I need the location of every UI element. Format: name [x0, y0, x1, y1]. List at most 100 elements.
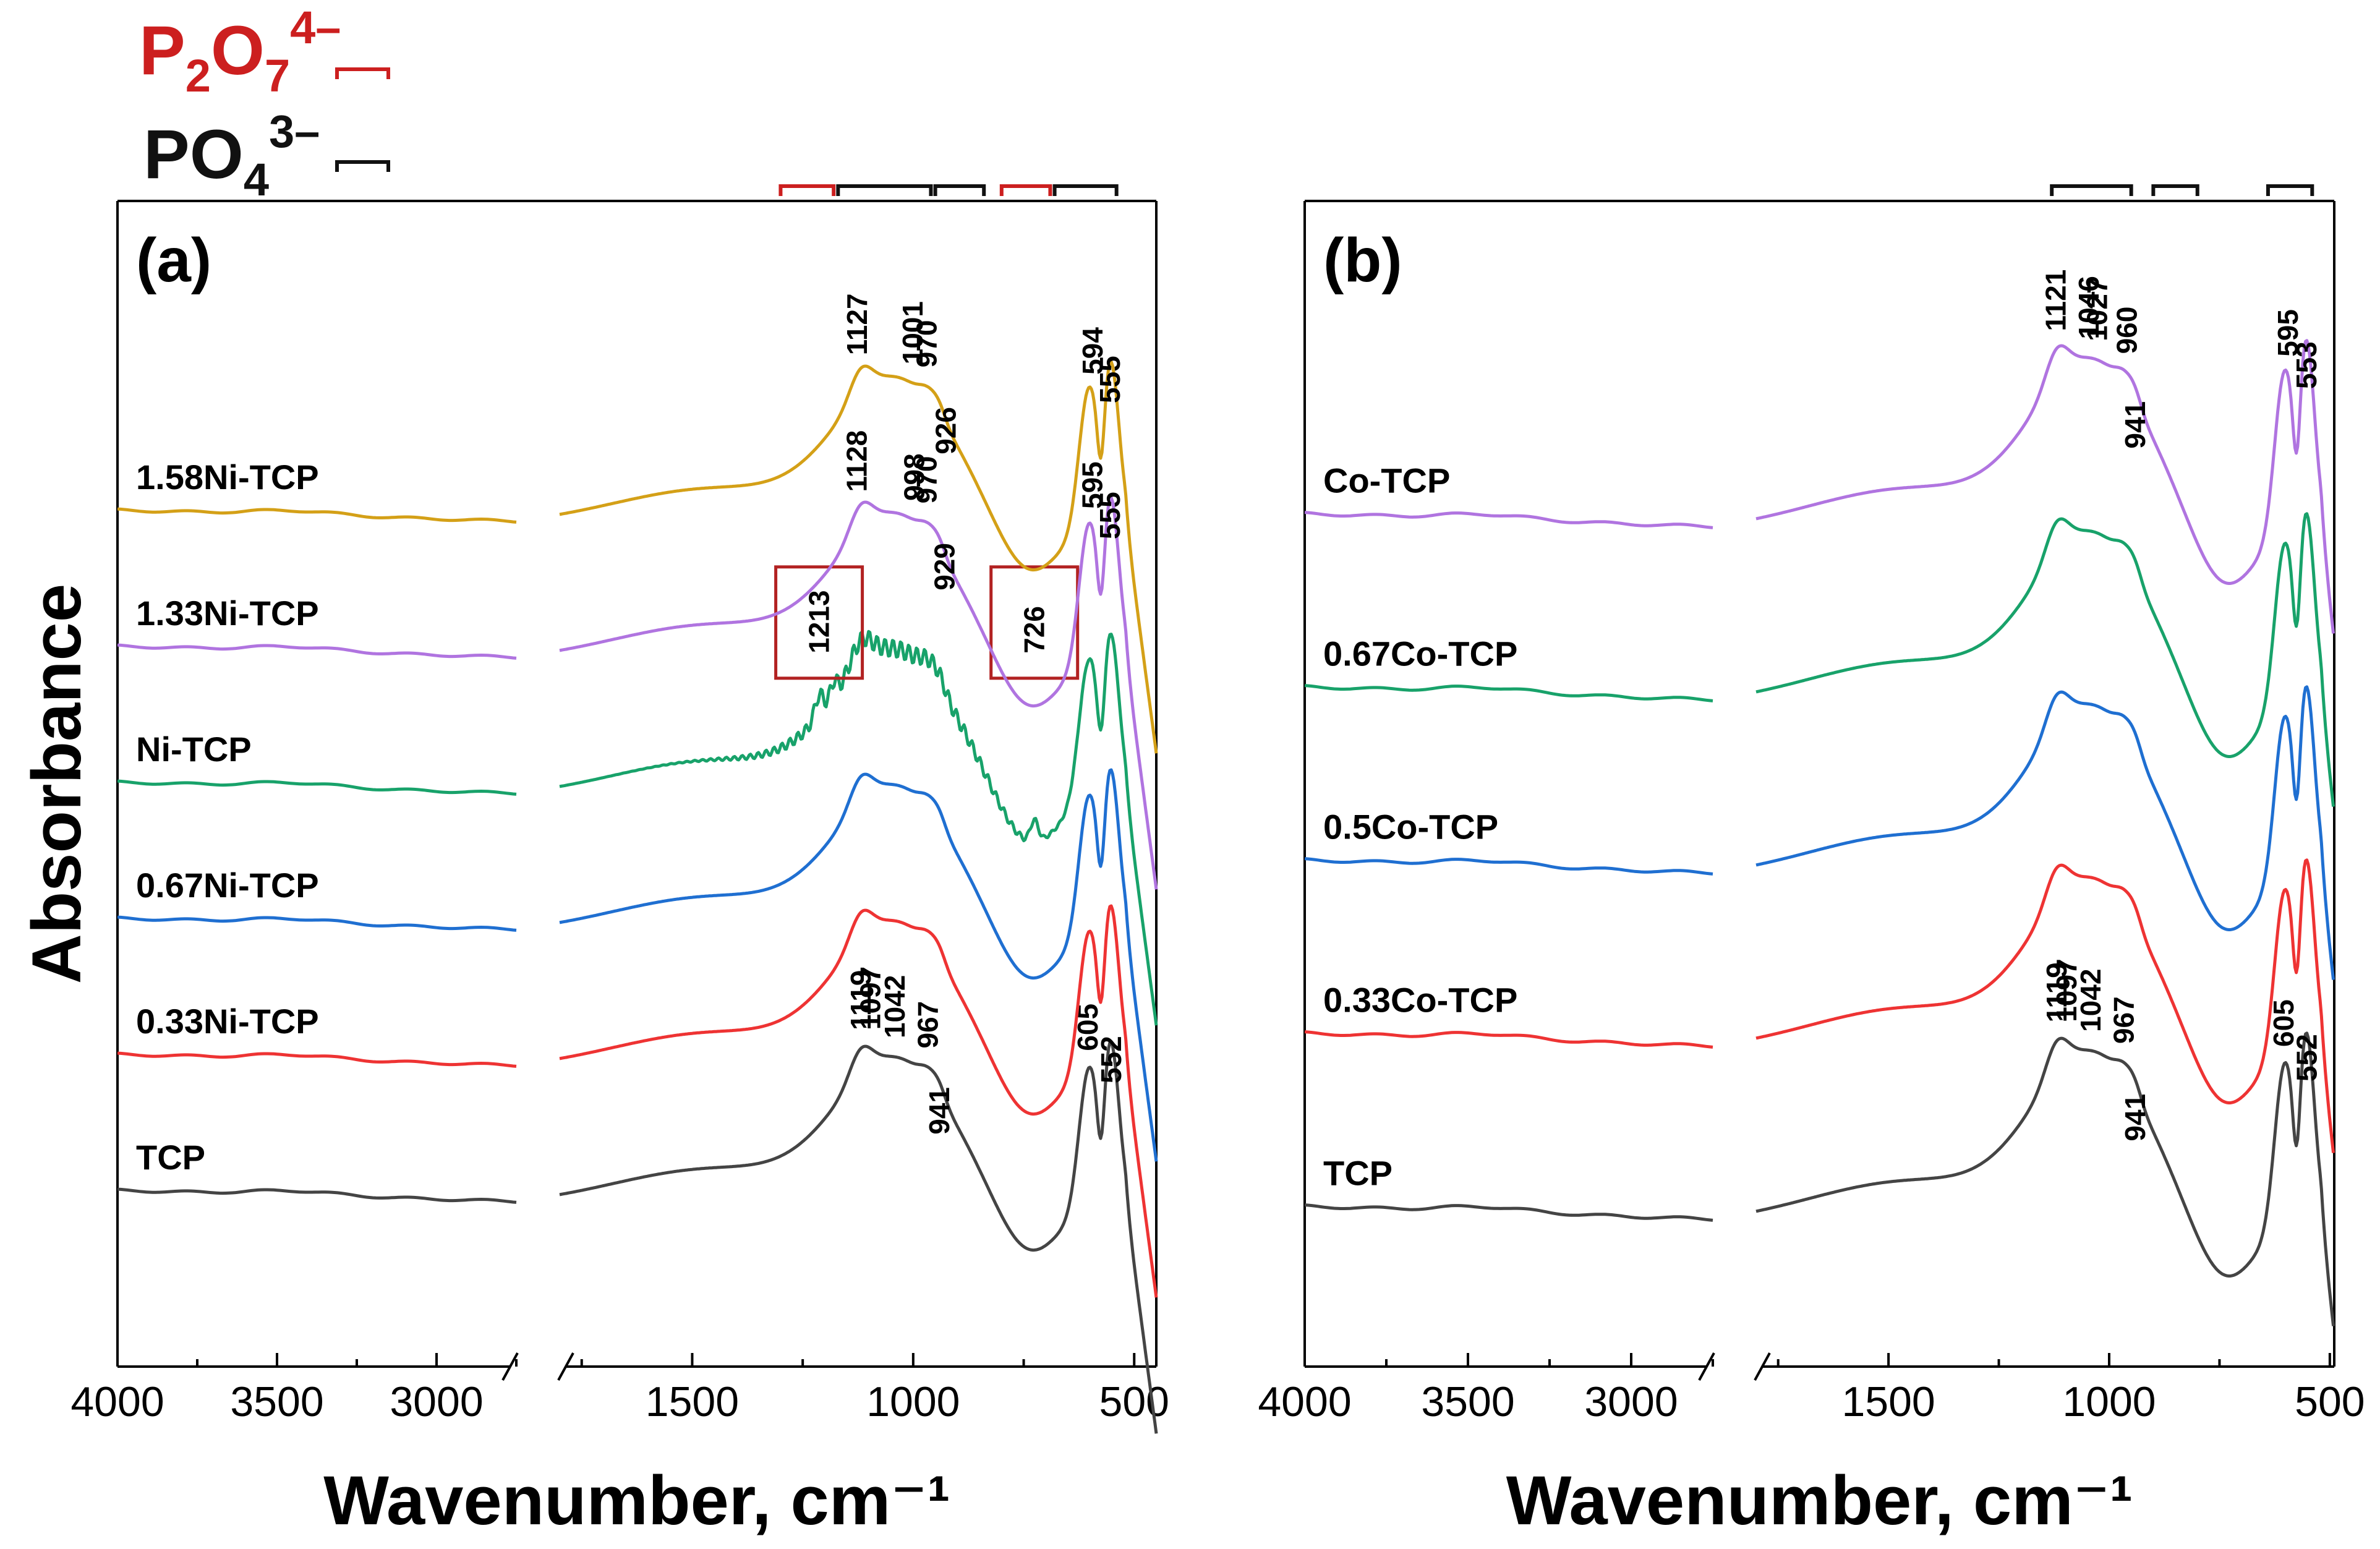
peak-label: 594	[1077, 327, 1109, 375]
peak-label: 929	[929, 543, 961, 591]
x-tick-label: 4000	[70, 1378, 164, 1425]
series-line-Ni-TCP-high	[117, 779, 517, 796]
x-tick-label: 3000	[390, 1378, 483, 1425]
x-tick-label: 1500	[1841, 1378, 1935, 1425]
series-line-TCP-high	[1304, 1203, 1713, 1222]
series-line-Co-TCP-low	[1755, 339, 2335, 634]
peak-label: 605	[2267, 999, 2300, 1047]
peak-label: 1027	[2081, 278, 2113, 341]
peak-label: 1001	[897, 301, 929, 364]
peak-label: 1042	[879, 975, 911, 1038]
legend-label-pyrophosphate-base: P	[139, 12, 186, 89]
legend-item-pyrophosphate: P2O74–	[139, 2, 390, 101]
legend-label-pyrophosphate-sup: 4–	[290, 2, 341, 53]
series-line-0.67Co-TCP-high	[1304, 684, 1713, 702]
series-label: 0.67Co-TCP	[1323, 634, 1517, 673]
orthophosphate-band-bracket	[933, 184, 986, 196]
series-label: 1.33Ni-TCP	[136, 594, 319, 633]
x-tick-label: 3000	[1584, 1378, 1678, 1425]
panel-b: 4000 3500 3000 1500 1000 500 Wavenumber, cm⁻¹ (…	[1258, 184, 2365, 1539]
x-tick-label: 3500	[230, 1378, 323, 1425]
series-line-1.58Ni-TCP-low	[559, 360, 1158, 754]
peak-label: 998	[898, 453, 930, 501]
series-line-Ni-TCP-low	[559, 629, 1158, 1026]
series-label: 0.33Co-TCP	[1323, 980, 1517, 1019]
series-line-0.67Ni-TCP-high	[117, 915, 517, 932]
peak-label: 553	[2290, 341, 2322, 389]
panel-label: (b)	[1323, 226, 1402, 295]
peak-label: 1128	[840, 430, 872, 492]
legend-item-orthophosphate: PO43–	[143, 106, 390, 205]
series-line-1.58Ni-TCP-high	[117, 507, 517, 524]
peak-label: 1213	[803, 590, 835, 653]
x-axis-label: Wavenumber, cm⁻¹	[323, 1462, 950, 1539]
series-line-0.33Ni-TCP-low	[559, 904, 1158, 1298]
series-label: Co-TCP	[1323, 461, 1450, 500]
series-label: TCP	[136, 1138, 205, 1177]
peak-label: 1119	[845, 970, 877, 1030]
x-tick-label: 500	[1099, 1378, 1169, 1425]
orthophosphate-band-bracket	[2050, 184, 2133, 196]
peak-highlight-box	[989, 565, 1080, 680]
orthophosphate-band-bracket	[2266, 184, 2314, 196]
peak-label: 726	[1018, 606, 1051, 654]
peak-label: 552	[2291, 1034, 2323, 1082]
orthophosphate-band-bracket	[836, 184, 933, 196]
series-label: Ni-TCP	[136, 730, 252, 769]
series-line-TCP-low	[559, 1040, 1158, 1434]
series-line-0.33Co-TCP-high	[1304, 1030, 1713, 1049]
peak-label: 595	[2272, 309, 2304, 357]
legend-bracket-orthophosphate	[335, 160, 390, 172]
peak-label: 926	[930, 407, 962, 454]
pyrophosphate-band-bracket	[778, 184, 836, 196]
peak-label: 595	[1076, 461, 1108, 509]
x-tick-label: 1000	[866, 1378, 960, 1425]
axis-break-mark	[1698, 1352, 1715, 1381]
peak-label: 967	[2108, 996, 2140, 1044]
x-tick-label: 3500	[1421, 1378, 1514, 1425]
series-line-0.67Ni-TCP-low	[559, 768, 1158, 1162]
series-label: 0.33Ni-TCP	[136, 1002, 319, 1041]
legend-label-pyrophosphate-sub1: 2	[186, 50, 211, 101]
x-axis-label: Wavenumber, cm⁻¹	[1506, 1462, 2133, 1539]
series-line-Co-TCP-high	[1304, 511, 1713, 529]
orthophosphate-band-bracket	[2151, 184, 2199, 196]
legend-label-pyrophosphate-sub2: 7	[265, 50, 290, 101]
peak-label: 941	[2119, 1094, 2151, 1141]
peak-label: 960	[2111, 307, 2143, 354]
legend-label-orthophosphate-sup: 3–	[269, 106, 320, 157]
x-tick-label: 4000	[1258, 1378, 1351, 1425]
pyrophosphate-band-bracket	[999, 184, 1052, 196]
peak-label: 1097	[2050, 958, 2083, 1022]
series-label: 0.67Ni-TCP	[136, 866, 319, 905]
peak-label: 970	[910, 456, 942, 504]
peak-label: 1042	[2075, 969, 2107, 1032]
x-tick-label: 1500	[646, 1378, 739, 1425]
peak-label: 967	[911, 1001, 944, 1049]
peak-label: 1127	[841, 293, 873, 355]
peak-label: 555	[1094, 356, 1126, 403]
series-line-1.33Ni-TCP-high	[117, 643, 517, 660]
peak-label: 552	[1095, 1036, 1127, 1083]
orthophosphate-band-bracket	[1052, 184, 1119, 196]
panel-label: (a)	[136, 226, 211, 295]
peak-label: 941	[923, 1087, 955, 1135]
series-line-0.33Co-TCP-low	[1755, 858, 2335, 1153]
legend-label-pyrophosphate: P2O74–	[139, 2, 341, 101]
peak-label: 1119	[2041, 962, 2073, 1022]
axis-break-mark	[1754, 1352, 1771, 1381]
y-axis-label: Absorbance	[18, 584, 95, 984]
series-line-TCP-low	[1755, 1031, 2335, 1326]
legend-label-pyrophosphate-mid: O	[211, 12, 265, 89]
peak-highlight-box	[774, 565, 864, 680]
x-tick-label: 1000	[2062, 1378, 2156, 1425]
peak-label: 1121	[2040, 270, 2072, 331]
peak-label: 1097	[855, 967, 887, 1030]
axis-break-mark	[501, 1352, 519, 1381]
series-line-TCP-high	[117, 1187, 517, 1204]
series-line-0.67Co-TCP-low	[1755, 512, 2335, 807]
legend-label-orthophosphate: PO43–	[143, 106, 320, 205]
peak-label: 970	[910, 320, 942, 368]
x-tick-label: 500	[2295, 1378, 2365, 1425]
